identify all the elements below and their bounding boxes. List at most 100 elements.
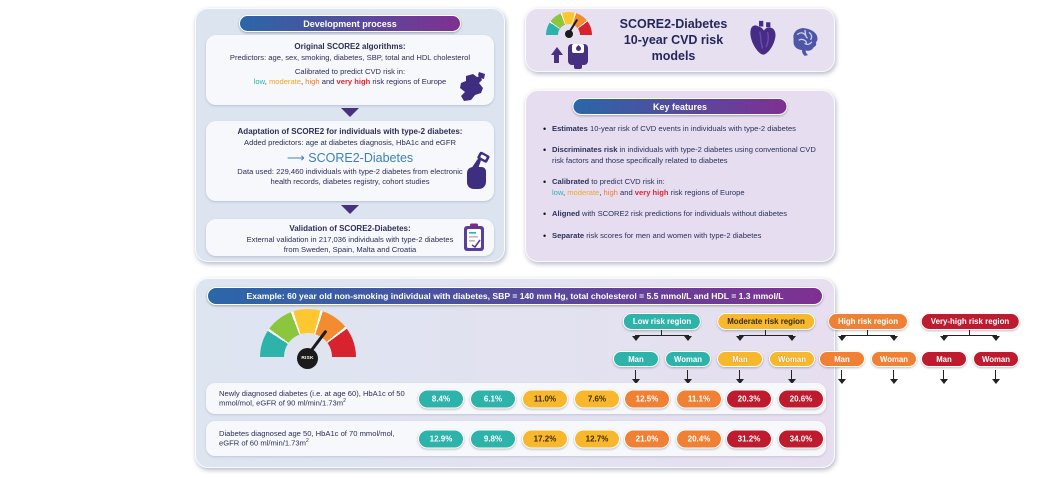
- title-right-icons: [747, 19, 824, 61]
- hand-glucose-test-icon: [467, 151, 490, 189]
- glucose-meter-icon: [568, 41, 588, 69]
- development-process-panel: Development process Original SCORE2 algo…: [195, 8, 505, 262]
- branch-connector: [841, 335, 895, 336]
- title-panel-content: SCORE2-Diabetes 10-year CVD risk models: [526, 9, 834, 71]
- box2-added-predictors: Added predictors: age at diabetes diagno…: [244, 137, 456, 147]
- row-label: Diabetes diagnosed age 50, HbA1c of 70 m…: [219, 428, 395, 448]
- risk-gauge-icon: RISK: [258, 309, 358, 375]
- woman-pill-moderate: Woman: [769, 351, 815, 367]
- europe-map-icon: [460, 72, 485, 101]
- heart-icon: [750, 20, 776, 55]
- value-pill: 12.5%: [624, 389, 670, 408]
- branch-connector: [739, 335, 793, 336]
- woman-pill-low: Woman: [665, 351, 711, 367]
- risk-gauge-label: RISK: [297, 348, 318, 369]
- flow-arrow-down-icon: [341, 108, 359, 117]
- clipboard-icon: [464, 223, 484, 251]
- table-row: Newly diagnosed diabetes (i.e. at age 60…: [206, 383, 826, 414]
- key-features-panel: Key features Estimates 10-year risk of C…: [525, 90, 835, 262]
- value-pill: 12.9%: [418, 429, 464, 448]
- validation-box: Validation of SCORE2-Diabetes: External …: [206, 219, 494, 256]
- value-pill: 6.1%: [470, 389, 516, 408]
- man-pill-low: Man: [613, 351, 659, 367]
- region-group-very-high: Very-high risk region Man Woman: [918, 313, 1022, 387]
- box1-regions-line: low, moderate, high and very high risk r…: [253, 76, 447, 86]
- key-features-header: Key features: [572, 98, 788, 115]
- region-pill-high: High risk region: [827, 313, 909, 330]
- arrow-down-icon: [736, 379, 744, 384]
- region-pill-low: Low risk region: [622, 313, 702, 330]
- value-pill: 11.1%: [676, 389, 722, 408]
- value-pill: 7.6%: [574, 389, 620, 408]
- value-pill: 8.4%: [418, 389, 464, 408]
- arrow-down-icon: [788, 336, 796, 341]
- arrow-down-icon: [788, 379, 796, 384]
- flow-arrow-down-icon: [341, 205, 359, 214]
- box1-predictors: Predictors: age, sex, smoking, diabetes,…: [229, 52, 471, 62]
- key-features-list: Estimates 10-year risk of CVD events in …: [542, 123, 826, 252]
- branch-connector: [867, 330, 868, 336]
- branch-connector: [635, 335, 689, 336]
- value-pill: 20.4%: [676, 429, 722, 448]
- up-arrow-icon: [550, 46, 563, 63]
- man-pill-high: Man: [819, 351, 865, 367]
- box3-text: External validation in 217,036 individua…: [246, 234, 454, 254]
- brain-icon: [793, 28, 818, 56]
- value-pill: 17.2%: [522, 429, 568, 448]
- arrow-down-icon: [632, 336, 640, 341]
- example-panel: Example: 60 year old non-smoking individ…: [195, 278, 1020, 468]
- value-pill: 9.8%: [470, 429, 516, 448]
- man-pill-moderate: Man: [717, 351, 763, 367]
- value-pill: 31.2%: [726, 429, 772, 448]
- title-panel: SCORE2-Diabetes 10-year CVD risk models: [525, 8, 835, 72]
- value-pill: 20.3%: [726, 389, 772, 408]
- main-title-line1: SCORE2-Diabetes: [619, 16, 728, 31]
- man-pill-very-high: Man: [921, 351, 967, 367]
- woman-pill-high: Woman: [871, 351, 917, 367]
- arrow-down-icon: [684, 336, 692, 341]
- region-group-moderate: Moderate risk region Man Woman: [714, 313, 818, 387]
- arrow-down-icon: [992, 336, 1000, 341]
- arrow-right-icon: ⟶: [286, 150, 309, 165]
- feature-item: Estimates 10-year risk of CVD events in …: [542, 123, 826, 136]
- arrow-down-icon: [736, 336, 744, 341]
- value-pill: 11.0%: [522, 389, 568, 408]
- box2-data-used: Data used: 229,460 individuals with type…: [237, 167, 463, 187]
- region-group-high: High risk region Man Woman: [816, 313, 920, 387]
- feature-item: Separate risk scores for men and women w…: [542, 230, 826, 243]
- arrow-down-icon: [632, 379, 640, 384]
- original-score2-box: Original SCORE2 algorithms: Predictors: …: [206, 35, 494, 105]
- feature-item: Aligned with SCORE2 risk predictions for…: [542, 208, 826, 221]
- main-title: SCORE2-Diabetes 10-year CVD risk models: [604, 16, 743, 65]
- box3-title: Validation of SCORE2-Diabetes:: [289, 224, 411, 233]
- example-header: Example: 60 year old non-smoking individ…: [207, 287, 823, 305]
- arrow-down-icon: [838, 379, 846, 384]
- arrow-down-icon: [890, 379, 898, 384]
- feature-item: Calibrated to predict CVD risk in: low, …: [542, 176, 826, 198]
- branch-connector: [943, 335, 997, 336]
- region-pill-very-high: Very-high risk region: [920, 313, 1020, 330]
- box1-title: Original SCORE2 algorithms:: [294, 42, 406, 51]
- value-pill: 21.0%: [624, 429, 670, 448]
- title-left-icons: [538, 11, 600, 69]
- value-pill: 34.0%: [778, 429, 824, 448]
- region-pill-moderate: Moderate risk region: [717, 313, 815, 330]
- arrow-down-icon: [838, 336, 846, 341]
- score2-diabetes-label: ⟶ SCORE2-Diabetes: [286, 150, 414, 165]
- main-title-line2: 10-year CVD risk models: [623, 32, 724, 64]
- value-pill: 12.7%: [574, 429, 620, 448]
- box1-calibrated: Calibrated to predict CVD risk in:: [294, 66, 406, 76]
- feature-regions-line: low, moderate, high and very high risk r…: [552, 187, 745, 197]
- table-row: Diabetes diagnosed age 50, HbA1c of 70 m…: [206, 421, 826, 456]
- risk-gauge-icon: [546, 11, 592, 39]
- branch-connector: [765, 330, 766, 336]
- arrow-down-icon: [940, 336, 948, 341]
- feature-item: Discriminates risk in individuals with t…: [542, 144, 826, 166]
- region-group-low: Low risk region Man Woman: [610, 313, 714, 387]
- woman-pill-very-high: Woman: [973, 351, 1019, 367]
- arrow-down-icon: [684, 379, 692, 384]
- value-pill: 20.6%: [778, 389, 824, 408]
- arrow-down-icon: [890, 336, 898, 341]
- adaptation-box: Adaptation of SCORE2 for individuals wit…: [206, 121, 494, 201]
